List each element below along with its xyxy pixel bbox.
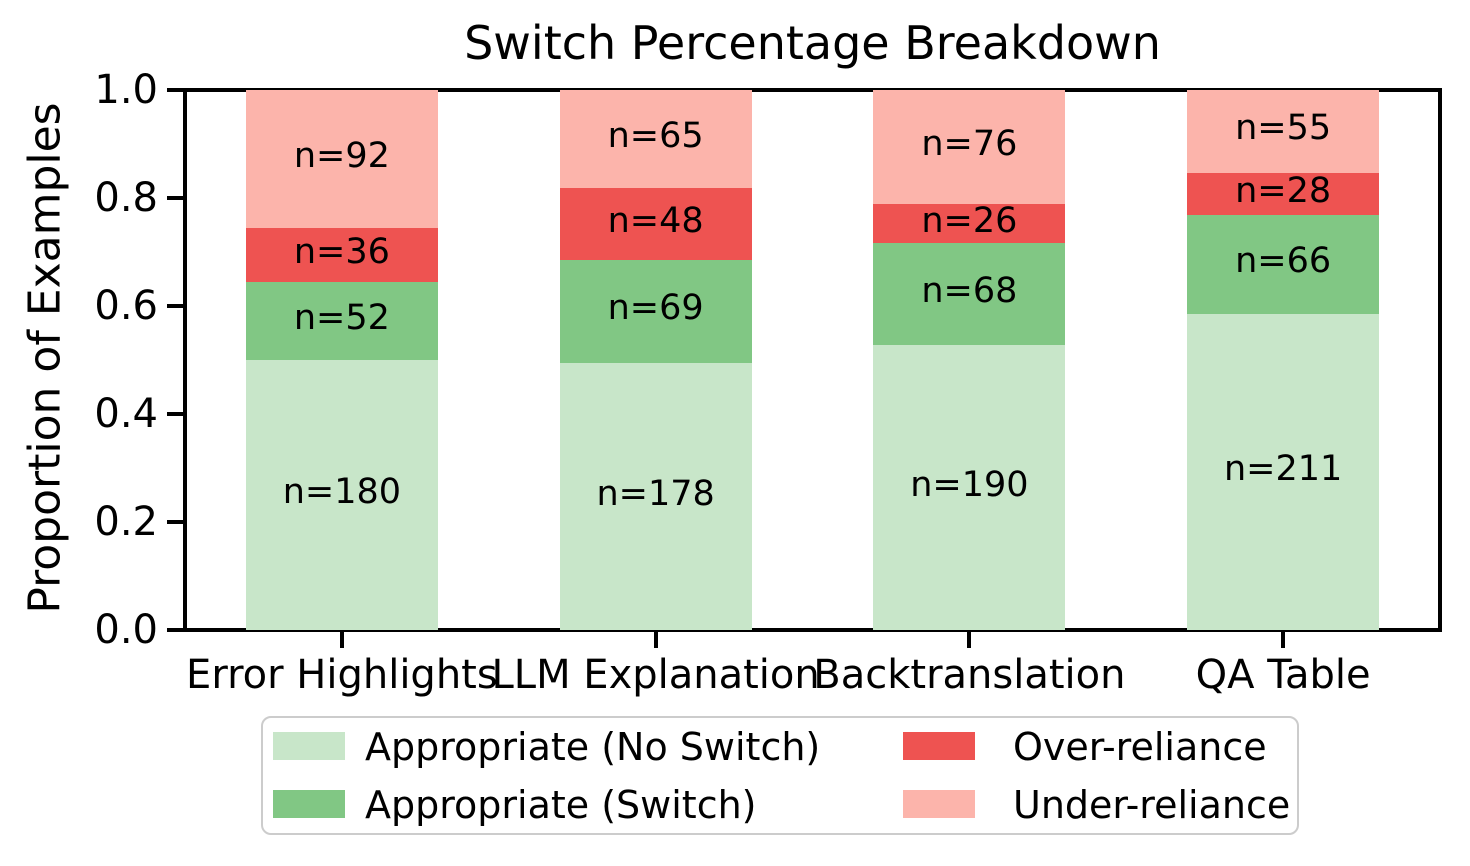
bar-segment-count-label: n=69 xyxy=(607,288,704,329)
bar-segment-count-label: n=36 xyxy=(293,232,390,272)
y-tick-mark xyxy=(167,412,183,416)
bar-segment-backtranslation-series-3: n=76 xyxy=(873,90,1066,204)
bar-segment-llm-explanation-series-2: n=48 xyxy=(559,187,752,260)
legend-swatch-appropriate-no-switch xyxy=(273,732,345,760)
legend-swatch-appropriate-switch xyxy=(273,790,345,818)
x-tick-mark xyxy=(653,632,658,648)
y-tick-label: 1.0 xyxy=(94,67,158,113)
axis-spine-top xyxy=(183,88,1442,92)
bar-segment-llm-explanation-series-3: n=65 xyxy=(559,90,752,188)
legend: Appropriate (No Switch) Appropriate (Swi… xyxy=(261,716,1299,835)
bar-segment-count-label: n=211 xyxy=(1223,448,1343,489)
x-tick-mark xyxy=(967,632,972,648)
legend-swatch-over-reliance xyxy=(903,732,975,760)
bar-segment-llm-explanation-series-1: n=69 xyxy=(559,259,752,363)
bar-segment-count-label: n=55 xyxy=(1235,108,1332,149)
x-tick-label-llm-explanation: LLM Explanation xyxy=(491,652,820,698)
bar-segment-count-label: n=26 xyxy=(921,200,1018,241)
x-tick-mark xyxy=(1281,632,1286,648)
y-tick-mark xyxy=(167,88,183,92)
x-tick-label-backtranslation: Backtranslation xyxy=(813,652,1126,698)
legend-label-appropriate-switch: Appropriate (Switch) xyxy=(365,783,757,827)
bar-segment-count-label: n=92 xyxy=(293,136,390,176)
bar-segment-count-label: n=178 xyxy=(596,473,715,514)
legend-label-appropriate-no-switch: Appropriate (No Switch) xyxy=(365,725,821,769)
y-tick-mark xyxy=(167,304,183,308)
bar-segment-count-label: n=76 xyxy=(921,124,1018,164)
bar-segment-backtranslation-series-0: n=190 xyxy=(873,345,1066,630)
legend-swatch-under-reliance xyxy=(903,790,975,818)
chart-title: Switch Percentage Breakdown xyxy=(464,16,1161,70)
x-tick-label-qa-table: QA Table xyxy=(1195,652,1371,698)
x-tick-mark xyxy=(339,632,344,648)
y-tick-mark xyxy=(167,628,183,632)
bar-segment-error-highlights-series-2: n=36 xyxy=(245,228,438,282)
bar-segment-backtranslation-series-1: n=68 xyxy=(873,243,1066,345)
y-tick-label: 0.2 xyxy=(94,499,158,545)
axis-spine-left xyxy=(183,88,187,632)
y-tick-mark xyxy=(167,520,183,524)
y-tick-mark xyxy=(167,196,183,200)
bar-segment-qa-table-series-0: n=211 xyxy=(1187,313,1380,630)
y-tick-label: 0.4 xyxy=(94,391,158,437)
legend-label-under-reliance: Under-reliance xyxy=(1013,783,1291,827)
bar-segment-count-label: n=28 xyxy=(1235,170,1332,211)
bar-segment-count-label: n=66 xyxy=(1235,241,1332,281)
bar-segment-error-highlights-series-0: n=180 xyxy=(245,360,438,630)
bar-segment-count-label: n=65 xyxy=(607,115,704,156)
y-tick-label: 0.8 xyxy=(94,175,158,221)
x-tick-label-error-highlights: Error Highlights xyxy=(186,652,498,698)
y-tick-label: 0.0 xyxy=(94,607,158,653)
bar-segment-backtranslation-series-2: n=26 xyxy=(873,200,1066,243)
legend-label-over-reliance: Over-reliance xyxy=(1013,725,1267,769)
y-axis-label: Proportion of Examples xyxy=(19,102,71,614)
axis-spine-right xyxy=(1438,88,1442,632)
bar-segment-error-highlights-series-1: n=52 xyxy=(245,282,438,360)
bar-segment-qa-table-series-2: n=28 xyxy=(1187,170,1380,215)
bar-segment-count-label: n=52 xyxy=(293,298,390,338)
bar-segment-count-label: n=180 xyxy=(282,472,402,512)
bar-segment-qa-table-series-3: n=55 xyxy=(1187,90,1380,173)
y-tick-label: 0.6 xyxy=(94,283,158,329)
bar-segment-error-highlights-series-3: n=92 xyxy=(245,90,438,228)
bar-segment-llm-explanation-series-0: n=178 xyxy=(559,363,752,630)
bar-segment-qa-table-series-1: n=66 xyxy=(1187,214,1380,314)
bar-segment-count-label: n=68 xyxy=(921,271,1018,311)
axis-spine-bottom xyxy=(183,628,1442,632)
bar-segment-count-label: n=190 xyxy=(910,464,1029,505)
bar-segment-count-label: n=48 xyxy=(607,200,704,241)
